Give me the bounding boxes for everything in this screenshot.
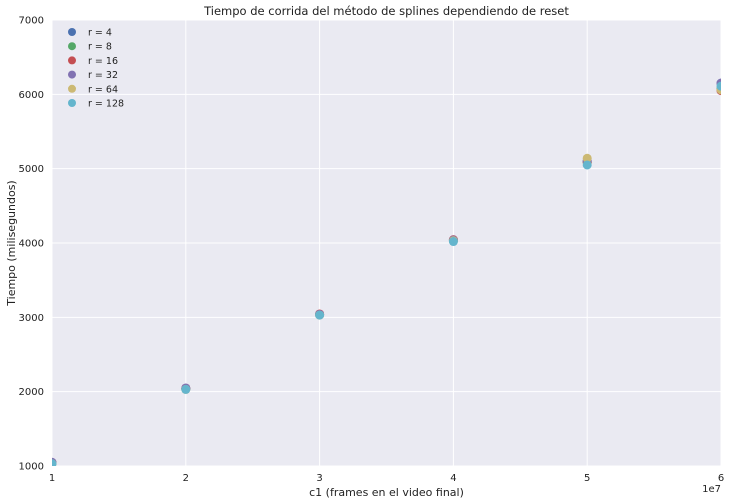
- data-point: [181, 384, 191, 394]
- x-tick-label: 4: [450, 473, 456, 484]
- legend-marker: [68, 28, 76, 36]
- y-axis-label: Tiempo (milisegundos): [5, 180, 18, 306]
- x-tick-label: 3: [316, 473, 322, 484]
- y-tick-label: 3000: [19, 313, 44, 324]
- legend-label: r = 128: [88, 99, 124, 110]
- data-point: [716, 81, 721, 91]
- legend-marker: [68, 42, 76, 51]
- grid-lines: [51, 19, 722, 467]
- legend-label: r = 4: [88, 28, 112, 39]
- legend-label: r = 16: [88, 56, 118, 67]
- chart-title: Tiempo de corrida del método de splines …: [203, 4, 569, 18]
- x-axis-label: c1 (frames en el video final): [309, 486, 464, 499]
- y-tick-label: 1000: [19, 462, 44, 473]
- data-point: [582, 153, 592, 163]
- x-tick-label: 1: [49, 473, 55, 484]
- x-tick-labels: 1 2 3 4 5 6: [49, 473, 724, 484]
- legend-marker: [68, 70, 76, 79]
- y-tick-label: 2000: [19, 387, 44, 398]
- y-tick-label: 4000: [19, 239, 44, 250]
- legend-label: r = 32: [88, 70, 118, 81]
- x-tick-label: 2: [183, 473, 189, 484]
- data-point: [582, 160, 592, 170]
- x-offset-label: 1e7: [702, 484, 721, 495]
- legend-marker: [68, 99, 76, 107]
- data-points: [52, 78, 721, 466]
- x-tick-label: 6: [718, 473, 724, 484]
- legend-label: r = 64: [88, 84, 118, 95]
- legend-label: r = 8: [88, 42, 112, 53]
- y-tick-label: 6000: [19, 90, 44, 101]
- data-point: [52, 459, 57, 466]
- data-point: [448, 237, 458, 247]
- y-tick-label: 7000: [19, 16, 44, 27]
- series-points: [52, 81, 721, 466]
- legend-marker: [68, 84, 76, 93]
- x-tick-label: 5: [584, 473, 590, 484]
- legend-marker: [68, 56, 76, 65]
- y-tick-labels: 1000 2000 3000 4000 5000 6000 7000: [19, 16, 44, 473]
- data-point: [315, 310, 325, 320]
- y-tick-label: 5000: [19, 164, 44, 175]
- legend: r = 4 r = 8 r = 16 r = 32 r = 64 r = 128: [68, 28, 124, 110]
